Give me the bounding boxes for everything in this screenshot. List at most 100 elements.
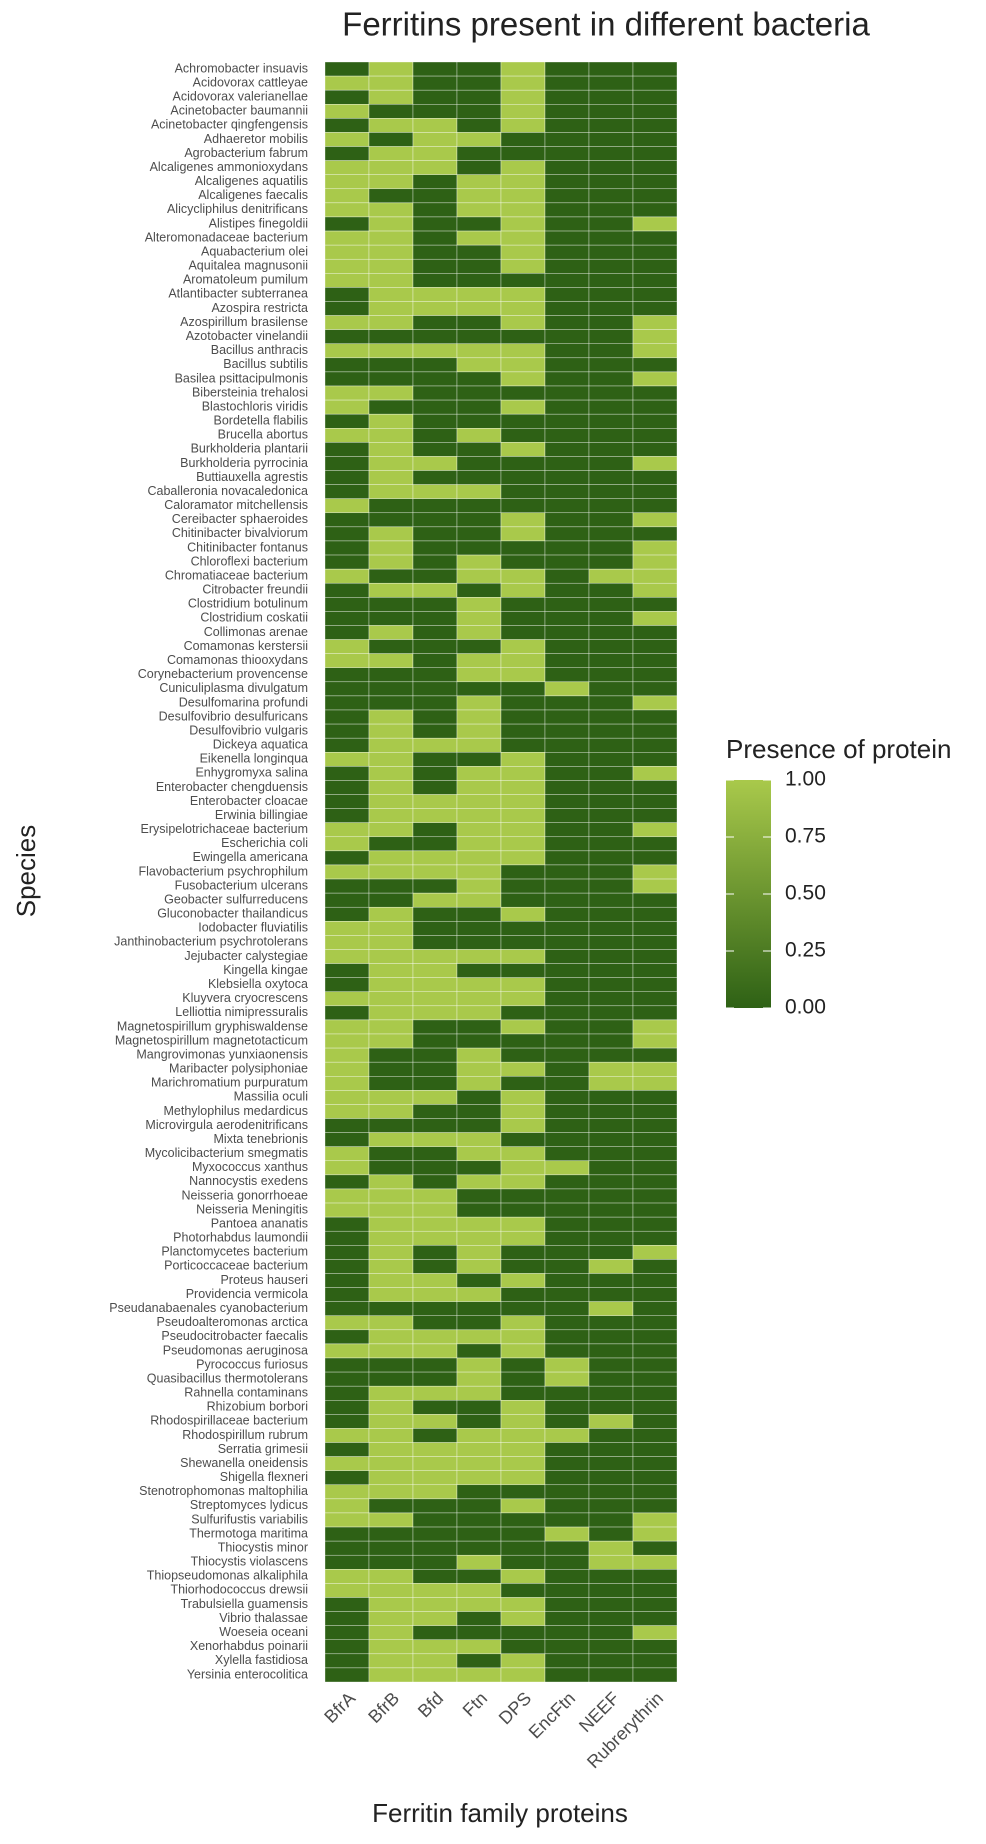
heatmap-cell [368, 89, 414, 105]
heatmap-cell [544, 1456, 590, 1471]
heatmap-cell [500, 639, 546, 654]
heatmap-cell [412, 582, 458, 598]
heatmap-cell [456, 1611, 502, 1626]
heatmap-cell [368, 737, 414, 753]
y-tick-label: Citrobacter freundii [202, 583, 308, 597]
heatmap-cell [456, 202, 502, 218]
y-tick-label: Brucella abortus [218, 428, 308, 442]
heatmap-cell [544, 104, 590, 119]
heatmap-cell [456, 1146, 502, 1162]
heatmap-cell [412, 1611, 458, 1626]
heatmap-cell [324, 963, 370, 978]
heatmap-cell [368, 878, 414, 894]
y-tick-label: Xenorhabdus poinarii [190, 1639, 308, 1653]
heatmap-cell [500, 1554, 546, 1570]
heatmap-cell [544, 752, 590, 767]
y-tick-label: Lelliottia nimipressuralis [175, 1005, 308, 1019]
heatmap-cell [368, 836, 414, 852]
heatmap-cell [588, 1019, 634, 1035]
heatmap-cell [456, 582, 502, 598]
heatmap-cell [544, 526, 590, 542]
heatmap-cell [368, 991, 414, 1007]
y-tick-label: Rhizobium borbori [207, 1400, 308, 1414]
heatmap-cell [412, 287, 458, 302]
heatmap-cell [500, 963, 546, 978]
heatmap-cell [588, 244, 634, 260]
heatmap-cell [632, 611, 678, 626]
y-tick-label: Pyrococcus furiosus [196, 1357, 308, 1371]
heatmap-cell [324, 1456, 370, 1471]
y-tick-label: Thiorhodococcus drewsii [170, 1583, 308, 1597]
heatmap-cell [456, 258, 502, 274]
heatmap-cell [500, 794, 546, 809]
heatmap-cell [632, 1554, 678, 1570]
heatmap-cell [544, 1160, 590, 1176]
heatmap-cell [632, 399, 678, 415]
heatmap-cell [632, 1315, 678, 1331]
heatmap-cell [412, 766, 458, 781]
heatmap-cell [324, 625, 370, 640]
heatmap-cell [500, 273, 546, 288]
heatmap-cell [588, 723, 634, 739]
heatmap-cell [412, 1216, 458, 1232]
heatmap-cell [544, 1287, 590, 1302]
y-tick-label: Caballeronia novacaledonica [147, 484, 308, 498]
heatmap-cell [632, 526, 678, 542]
heatmap-cell [632, 1498, 678, 1514]
heatmap-cell [588, 1385, 634, 1401]
heatmap-cell [412, 428, 458, 443]
heatmap-cell [412, 1625, 458, 1640]
heatmap-cell [632, 371, 678, 387]
heatmap-cell [324, 1611, 370, 1626]
heatmap-cell [544, 963, 590, 978]
heatmap-cell [412, 1639, 458, 1655]
heatmap-cell [588, 1160, 634, 1176]
heatmap-cell [456, 1005, 502, 1021]
y-tick-label: Flavobacterium psychrophilum [138, 864, 308, 878]
heatmap-cell [544, 949, 590, 964]
x-tick-label: BfrA [320, 1688, 359, 1727]
heatmap-cell [324, 428, 370, 443]
y-tick-label: Aromatoleum pumilum [183, 273, 308, 287]
heatmap-cell [368, 582, 414, 598]
y-tick-label: Woeseia oceani [219, 1625, 308, 1639]
heatmap-cell [412, 1484, 458, 1500]
heatmap-cell [544, 1400, 590, 1415]
y-tick-label: Mixta tenebrionis [214, 1132, 309, 1146]
y-tick-label: Aquabacterium olei [201, 244, 308, 258]
heatmap-cell [632, 1301, 678, 1316]
heatmap-cell [456, 442, 502, 457]
heatmap-cell [632, 597, 678, 612]
heatmap-cell [588, 1442, 634, 1457]
heatmap-cell [544, 512, 590, 528]
heatmap-cell [588, 132, 634, 147]
heatmap-cell [324, 949, 370, 964]
heatmap-cell [412, 1287, 458, 1302]
heatmap-cell [500, 1414, 546, 1429]
heatmap-cell [632, 1005, 678, 1021]
heatmap-cell [368, 906, 414, 922]
heatmap-cell [412, 836, 458, 852]
heatmap-cell [632, 850, 678, 866]
heatmap-cell [324, 484, 370, 499]
heatmap-cell [456, 174, 502, 190]
heatmap-cell [368, 1202, 414, 1218]
y-tick-label: Mangrovimonas yunxiaonensis [136, 1047, 308, 1061]
heatmap-cell [324, 1273, 370, 1288]
heatmap-cell [456, 498, 502, 514]
heatmap-cell [632, 442, 678, 457]
heatmap-cell [324, 850, 370, 866]
heatmap-cell [368, 977, 414, 992]
heatmap-cell [632, 61, 678, 77]
heatmap-cell [324, 568, 370, 584]
heatmap-cell [588, 456, 634, 471]
heatmap-cell [500, 1146, 546, 1162]
heatmap-cell [588, 921, 634, 936]
y-tick-label: Planctomycetes bacterium [161, 1245, 308, 1259]
heatmap-cell [588, 1076, 634, 1091]
heatmap-cell [500, 709, 546, 725]
heatmap-cell [588, 892, 634, 908]
heatmap-cell [544, 568, 590, 584]
heatmap-cell [500, 1132, 546, 1147]
heatmap-cell [588, 836, 634, 852]
